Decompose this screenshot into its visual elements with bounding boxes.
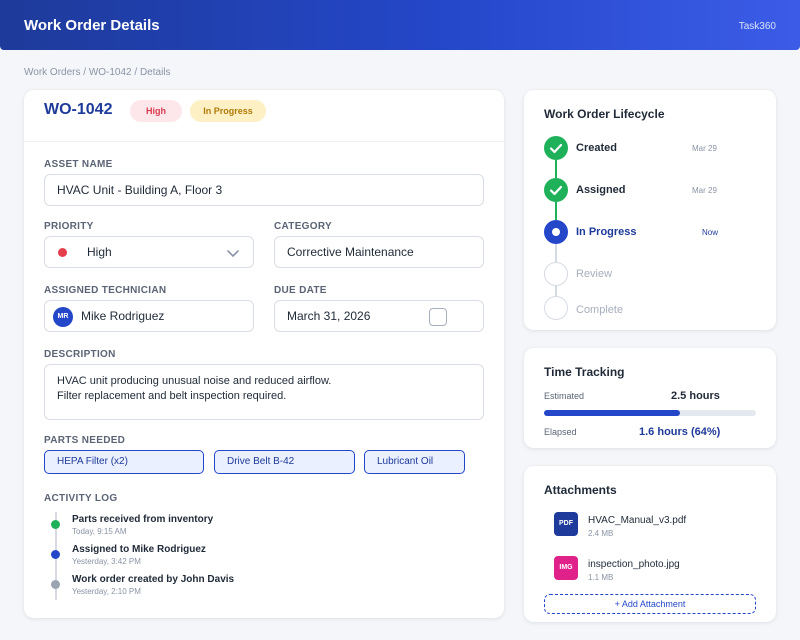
activity-title: Parts received from inventory — [72, 514, 214, 525]
pdf-file-icon: PDF — [554, 512, 578, 536]
step-connector — [555, 202, 557, 220]
priority-dot-icon — [58, 248, 67, 257]
priority-label: PRIORITY — [44, 221, 94, 232]
time-tracking-title: Time Tracking — [544, 365, 625, 379]
technician-field[interactable]: MR Mike Rodriguez — [44, 300, 254, 332]
category-label: CATEGORY — [274, 221, 332, 232]
asset-name-label: ASSET NAME — [44, 159, 113, 170]
step-date: Now — [702, 228, 719, 237]
calendar-icon[interactable] — [429, 308, 447, 326]
pending-step-icon — [544, 296, 568, 320]
pending-step-icon — [544, 262, 568, 286]
work-order-card: WO-1042 High In Progress ASSET NAME HVAC… — [24, 90, 504, 618]
app-header: Work Order Details Task360 — [0, 0, 800, 50]
estimated-label: Estimated — [544, 391, 585, 401]
priority-badge: High — [130, 100, 182, 122]
priority-select[interactable]: High — [44, 236, 254, 268]
file-size: 1.1 MB — [588, 573, 614, 582]
activity-dot-icon — [51, 550, 60, 559]
step-label: Review — [576, 268, 613, 280]
file-name-link[interactable]: HVAC_Manual_v3.pdf — [588, 515, 687, 526]
activity-dot-icon — [51, 580, 60, 589]
description-textarea[interactable]: HVAC unit producing unusual noise and re… — [44, 364, 484, 420]
step-connector — [555, 160, 557, 178]
due-date-value: March 31, 2026 — [287, 309, 371, 323]
activity-title: Work order created by John Davis — [72, 574, 235, 585]
activity-time: Today, 9:15 AM — [72, 527, 127, 536]
description-line: Filter replacement and belt inspection r… — [57, 390, 287, 402]
work-order-header: WO-1042 High In Progress — [24, 90, 504, 142]
breadcrumb[interactable]: Work Orders / WO-1042 / Details — [24, 67, 171, 78]
estimated-value: 2.5 hours — [671, 390, 720, 402]
attachments-title: Attachments — [544, 483, 617, 497]
page-title: Work Order Details — [24, 17, 160, 34]
step-date: Mar 29 — [692, 144, 717, 153]
category-value: Corrective Maintenance — [287, 245, 414, 259]
file-size: 2.4 MB — [588, 529, 614, 538]
elapsed-label: Elapsed — [544, 427, 577, 437]
asset-name-field[interactable]: HVAC Unit - Building A, Floor 3 — [44, 174, 484, 206]
attachments-card: Attachments PDF HVAC_Manual_v3.pdf 2.4 M… — [524, 466, 776, 622]
priority-value: High — [87, 245, 112, 259]
part-chip[interactable]: Lubricant Oil — [364, 450, 465, 474]
step-label: In Progress — [576, 226, 637, 238]
asset-name-value: HVAC Unit - Building A, Floor 3 — [57, 183, 223, 197]
due-date-field[interactable]: March 31, 2026 — [274, 300, 484, 332]
step-label: Complete — [576, 304, 624, 316]
technician-label: ASSIGNED TECHNICIAN — [44, 285, 167, 296]
step-label: Created — [576, 142, 617, 154]
activity-time: Yesterday, 2:10 PM — [72, 587, 141, 596]
activity-label: ACTIVITY LOG — [44, 493, 118, 504]
time-progress-bar — [544, 410, 756, 416]
category-field[interactable]: Corrective Maintenance — [274, 236, 484, 268]
step-connector — [555, 244, 557, 262]
part-chip[interactable]: Drive Belt B-42 — [214, 450, 355, 474]
activity-dot-icon — [51, 520, 60, 529]
time-tracking-card: Time Tracking Estimated 2.5 hours Elapse… — [524, 348, 776, 448]
step-label: Assigned — [576, 184, 626, 196]
lifecycle-card: Work Order Lifecycle Created Mar 29 Assi… — [524, 90, 776, 330]
step-connector — [555, 286, 557, 296]
image-file-icon: IMG — [554, 556, 578, 580]
file-name-link[interactable]: inspection_photo.jpg — [588, 559, 680, 570]
work-order-id: WO-1042 — [44, 101, 113, 118]
status-badge: In Progress — [190, 100, 266, 122]
lifecycle-title: Work Order Lifecycle — [544, 107, 665, 121]
check-icon — [544, 136, 568, 160]
description-line: HVAC unit producing unusual noise and re… — [57, 375, 332, 387]
due-date-label: DUE DATE — [274, 285, 327, 296]
step-date: Mar 29 — [692, 186, 717, 195]
technician-value: Mike Rodriguez — [81, 309, 165, 323]
activity-time: Yesterday, 3:42 PM — [72, 557, 141, 566]
current-step-icon — [544, 220, 568, 244]
description-label: DESCRIPTION — [44, 349, 116, 360]
chevron-down-icon — [227, 250, 239, 257]
part-chip[interactable]: HEPA Filter (x2) — [44, 450, 204, 474]
parts-label: PARTS NEEDED — [44, 435, 126, 446]
add-attachment-button[interactable]: + Add Attachment — [544, 594, 756, 614]
brand-logo: Task360 — [738, 21, 776, 32]
check-icon — [544, 178, 568, 202]
time-progress-fill — [544, 410, 680, 416]
avatar: MR — [53, 307, 73, 327]
elapsed-value: 1.6 hours (64%) — [639, 426, 721, 438]
activity-title: Assigned to Mike Rodriguez — [72, 544, 206, 555]
